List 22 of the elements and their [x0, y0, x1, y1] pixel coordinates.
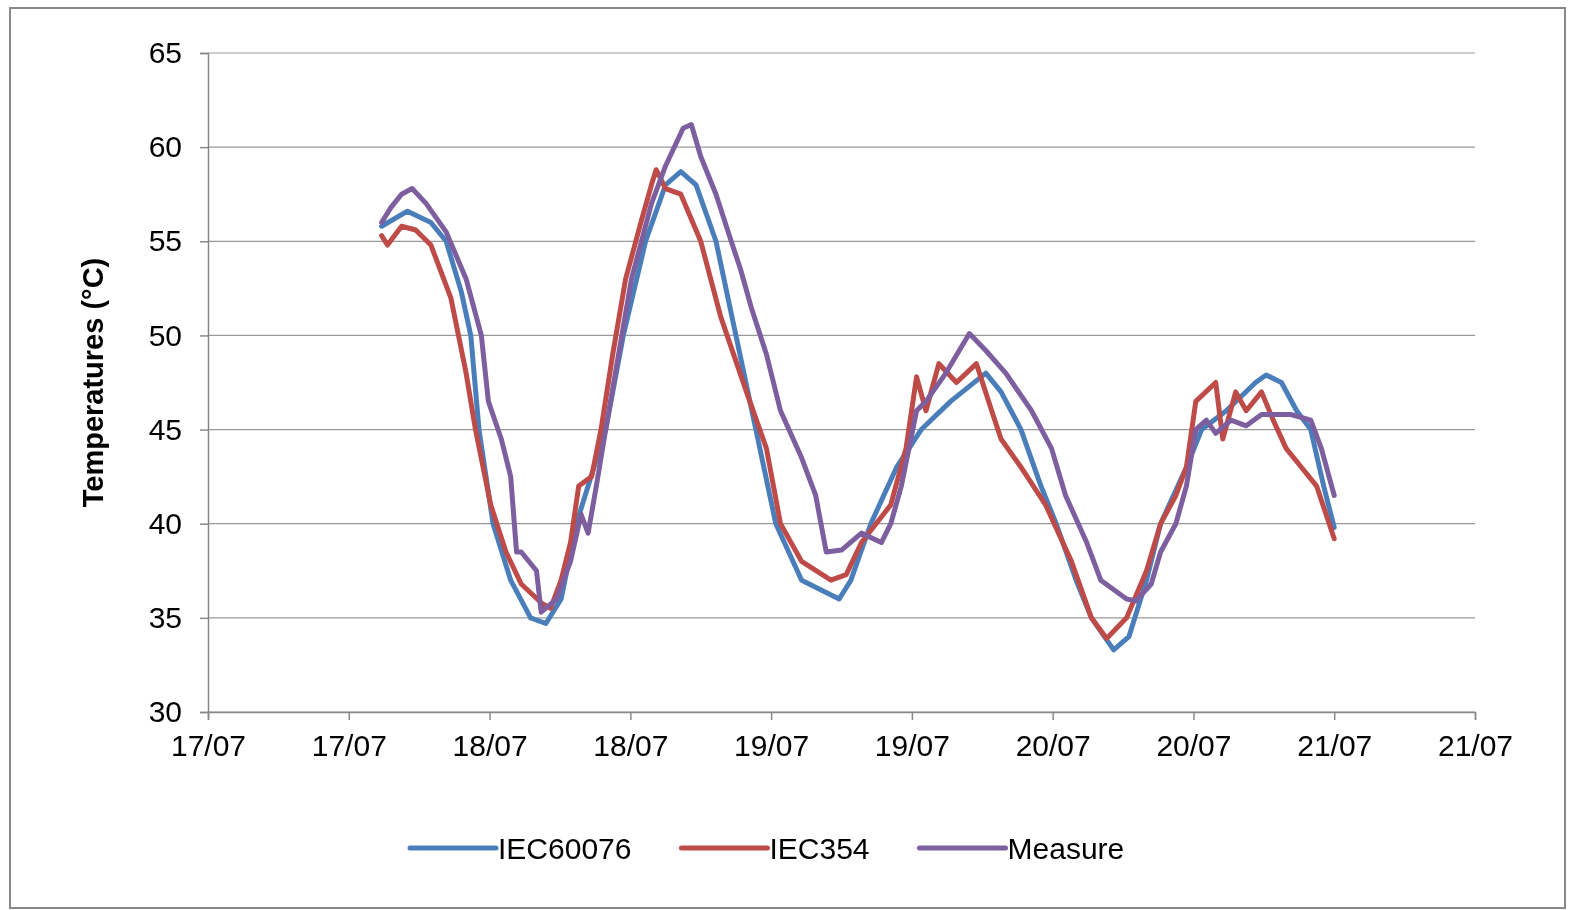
x-tick-label: 21/07 — [1437, 729, 1514, 762]
y-tick-label: 55 — [148, 224, 182, 258]
y-tick-label: 40 — [148, 506, 182, 540]
x-tick-label: 20/07 — [1156, 729, 1232, 762]
y-tick-label: 65 — [148, 36, 182, 70]
y-tick-label: 50 — [148, 318, 182, 352]
y-axis-title: Temperatures (°C) — [77, 257, 109, 508]
x-tick-label: 19/07 — [874, 729, 950, 762]
x-tick-label: 17/07 — [170, 729, 247, 762]
legend-label: IEC60076 — [498, 832, 632, 865]
x-tick-label: 19/07 — [734, 729, 810, 762]
x-tick-label: 21/07 — [1297, 729, 1373, 762]
y-tick-label: 45 — [148, 412, 182, 446]
y-tick-label: 35 — [148, 600, 182, 634]
x-tick-label: 20/07 — [1015, 729, 1091, 762]
x-tick-label: 18/07 — [452, 729, 528, 762]
y-tick-label: 60 — [148, 130, 182, 164]
y-tick-label: 30 — [148, 695, 182, 729]
legend-label: Measure — [1007, 832, 1125, 865]
x-tick-label: 17/07 — [311, 729, 387, 762]
x-tick-label: 18/07 — [593, 729, 669, 762]
legend-label: IEC354 — [769, 832, 870, 865]
